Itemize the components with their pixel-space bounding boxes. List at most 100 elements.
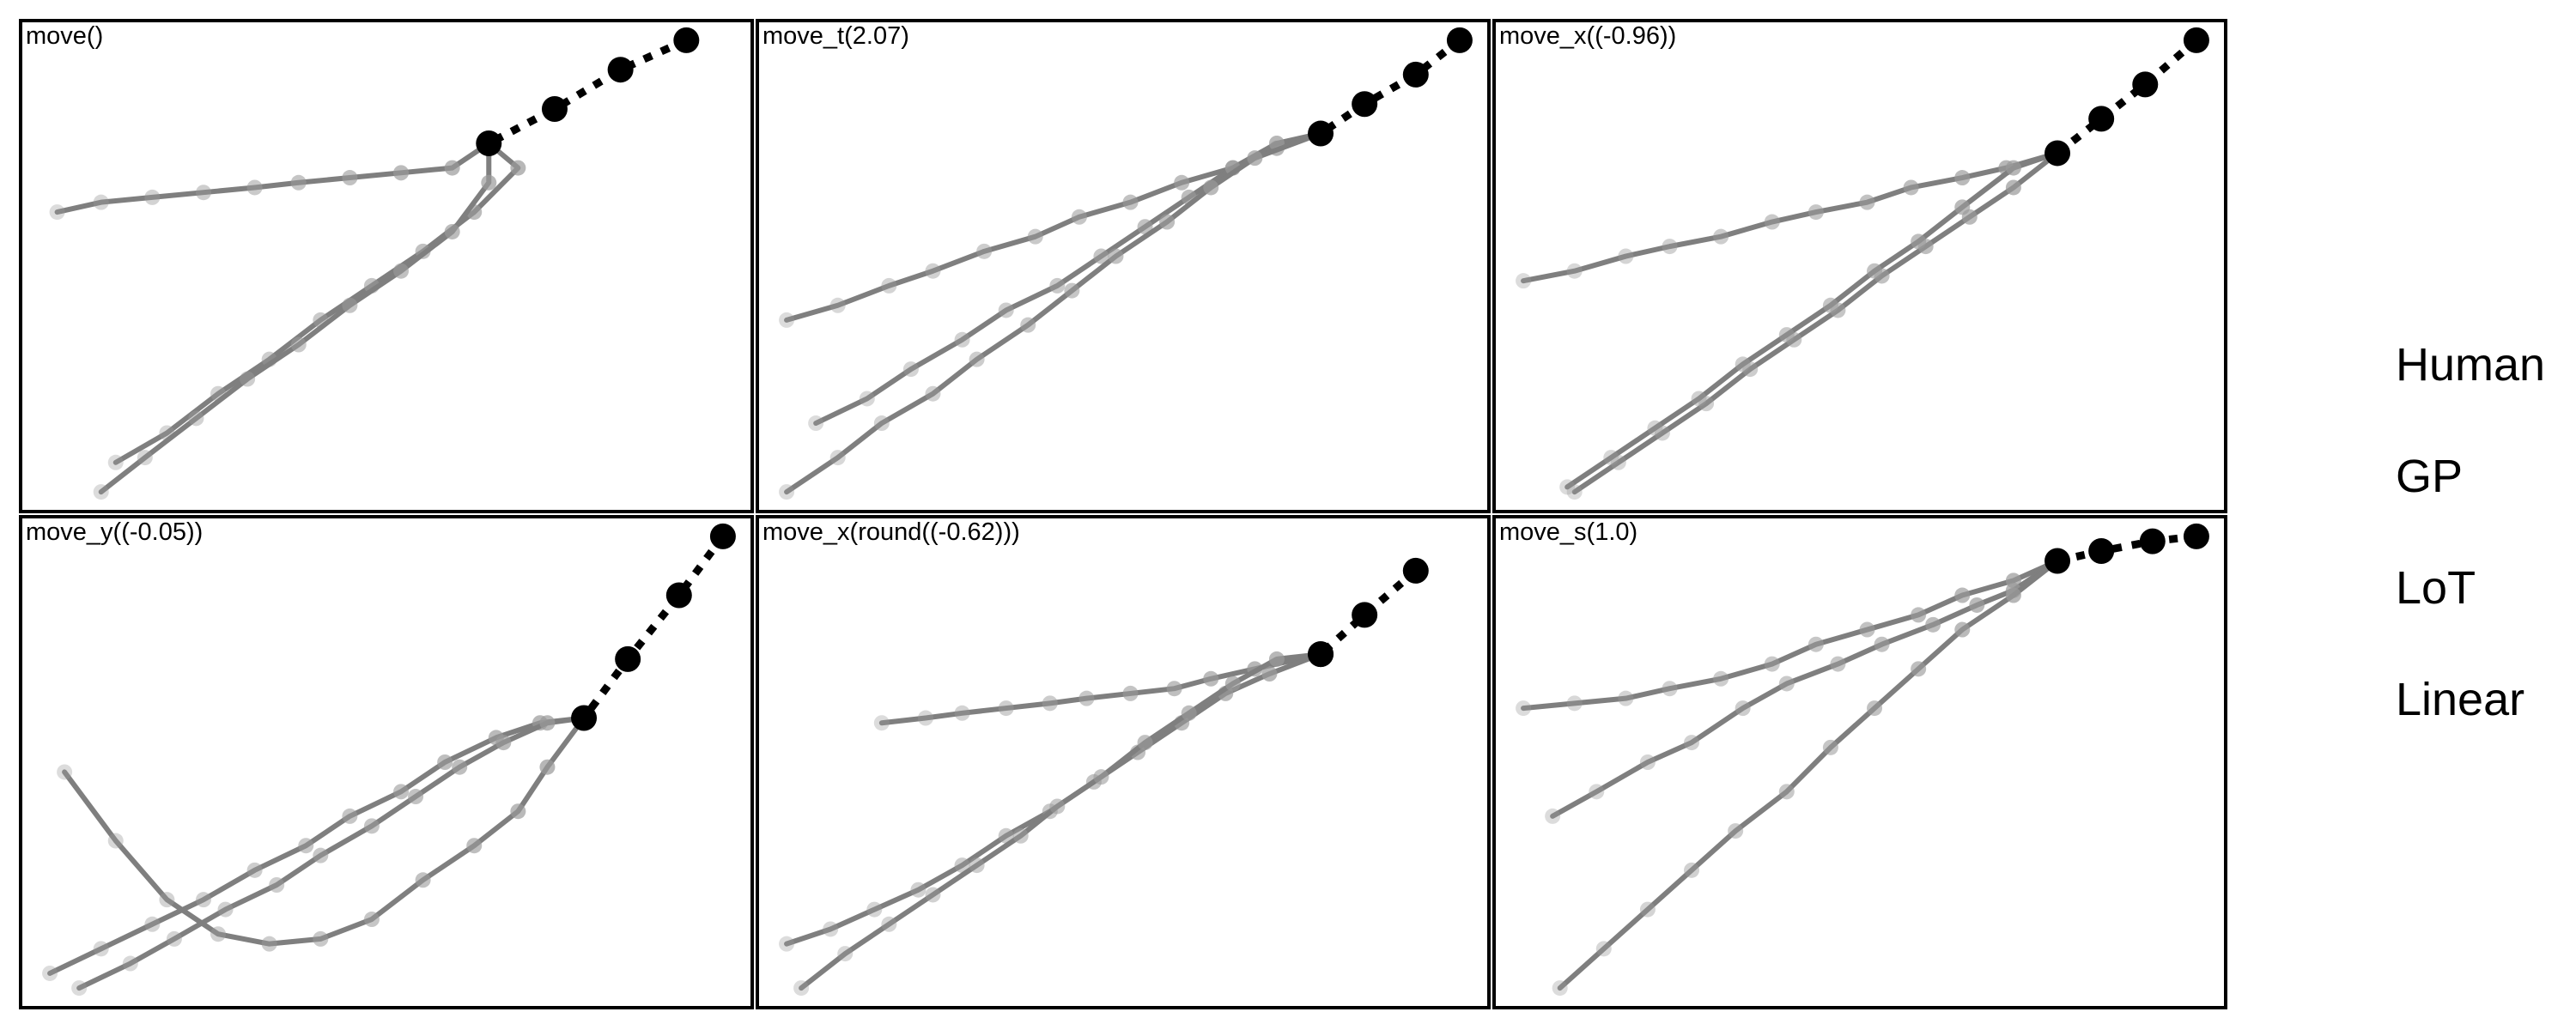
panel-title: move_x((-0.96)) <box>1499 22 1676 50</box>
series-point <box>415 872 431 888</box>
series-point <box>1224 676 1241 692</box>
series-point <box>1822 739 1838 755</box>
observed-point <box>665 582 692 609</box>
series-point <box>1969 597 1985 613</box>
series-point <box>1639 901 1656 918</box>
series-point <box>122 955 138 972</box>
series-point <box>1911 661 1927 677</box>
series-point <box>196 892 211 908</box>
series-point <box>42 965 58 981</box>
series-point <box>1713 670 1729 687</box>
legend-human: Human <box>2396 339 2546 391</box>
observed-line <box>2055 37 2199 156</box>
series-point <box>998 700 1014 717</box>
series-point <box>1662 239 1678 255</box>
observed-line <box>580 534 726 721</box>
series-point <box>1064 282 1080 299</box>
series-point <box>1874 636 1890 652</box>
series-point <box>1867 700 1883 717</box>
panel-frame <box>19 515 754 1009</box>
series-point <box>925 887 941 903</box>
series-point <box>1049 277 1066 294</box>
series-point <box>539 715 556 731</box>
chart-panel-2: move_t(2.07) <box>756 19 1491 513</box>
series-point <box>1012 827 1029 844</box>
series-point <box>1559 479 1576 495</box>
series-point <box>1261 666 1278 682</box>
series-point <box>393 263 410 279</box>
series-point <box>1618 248 1634 264</box>
panel-frame <box>756 515 1491 1009</box>
observed-point <box>476 130 502 156</box>
series-point <box>881 916 897 932</box>
series-point <box>1830 656 1846 672</box>
series-point <box>510 803 526 820</box>
series-line <box>784 130 1324 495</box>
observed-point <box>2088 538 2115 565</box>
series-point <box>1071 209 1087 225</box>
series-point <box>1595 941 1612 957</box>
legend: Human GP LoT Linear <box>2396 309 2567 755</box>
observed-point <box>1308 641 1334 668</box>
series-point <box>1159 214 1176 230</box>
observed-point <box>615 645 641 672</box>
series-point <box>408 789 424 805</box>
series-point <box>793 980 810 997</box>
series-point <box>437 754 453 770</box>
observed-point <box>1352 91 1378 118</box>
observed-point <box>2139 528 2166 554</box>
series-point <box>166 930 182 947</box>
series-line <box>1571 150 2061 495</box>
series-point <box>444 223 460 239</box>
series-point <box>1042 695 1058 712</box>
series-point <box>1516 273 1532 289</box>
observed-point <box>1308 120 1334 147</box>
series-point <box>246 862 263 878</box>
series-point <box>1911 607 1927 623</box>
series-line <box>1564 150 2061 490</box>
chart-panel-3: move_x((-0.96)) <box>1492 19 2227 513</box>
observed-line <box>487 36 689 147</box>
series-point <box>159 892 175 908</box>
series-point <box>1778 784 1795 800</box>
series-point <box>57 764 73 780</box>
series-point <box>1778 327 1795 343</box>
panel-frame <box>19 19 754 513</box>
observed-point <box>1446 27 1473 53</box>
series-point <box>363 818 380 834</box>
series-point <box>954 331 970 348</box>
series-point <box>873 715 890 731</box>
series-line <box>1521 558 2061 712</box>
series-point <box>1203 179 1219 196</box>
series-point <box>925 263 941 279</box>
series-point <box>1859 194 1875 210</box>
series-point <box>210 926 227 942</box>
series-point <box>1122 194 1139 210</box>
observed-point <box>1402 61 1429 88</box>
series-point <box>1137 735 1153 751</box>
series-point <box>1137 219 1153 235</box>
series-point <box>998 302 1014 318</box>
series-point <box>144 189 161 205</box>
series-line <box>813 130 1324 427</box>
series-point <box>269 877 285 893</box>
series-point <box>866 901 883 918</box>
series-point <box>954 705 970 721</box>
series-point <box>1647 420 1663 436</box>
series-point <box>1954 170 1971 186</box>
series-point <box>444 160 460 176</box>
series-point <box>342 297 358 313</box>
series-point <box>93 484 109 500</box>
series-point <box>1764 656 1780 672</box>
observed-point <box>2044 548 2071 574</box>
series-point <box>1552 980 1568 997</box>
observed-point <box>2183 27 2209 53</box>
series-point <box>481 174 497 191</box>
series-point <box>1662 681 1678 697</box>
legend-linear: Linear <box>2396 674 2525 725</box>
series-point <box>1735 700 1751 717</box>
series-point <box>1903 179 1919 196</box>
series-point <box>881 277 897 294</box>
series-point <box>925 385 941 402</box>
